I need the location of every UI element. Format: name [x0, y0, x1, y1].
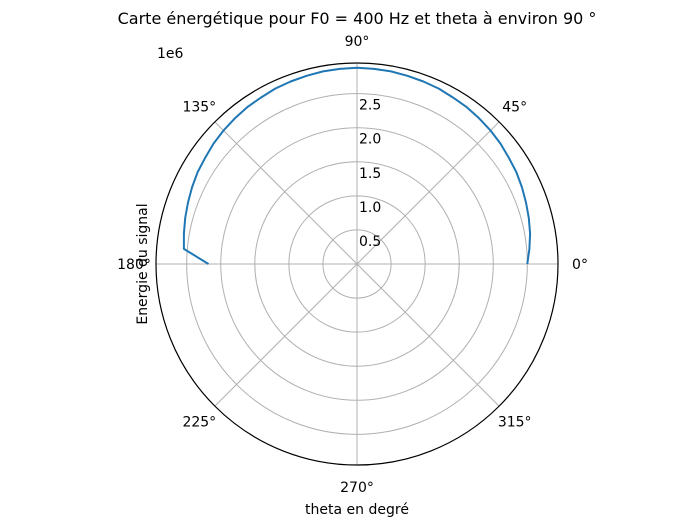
radial-tick-label: 2.0: [359, 132, 381, 148]
y-axis-label: Energie du signal: [135, 203, 151, 324]
polar-frame: [155, 62, 559, 466]
angular-gridline: [356, 121, 500, 265]
angular-tick-label: 180°: [117, 257, 151, 273]
chart-title: Carte énergétique pour F0 = 400 Hz et th…: [118, 9, 597, 28]
radial-tick-label: 0.5: [359, 234, 381, 250]
angular-tick-label: 270°: [340, 480, 374, 496]
x-axis-label: theta en degré: [305, 502, 409, 518]
series-layer: [182, 66, 532, 265]
polar-grid: [156, 63, 558, 465]
angular-tick-label: 0°: [572, 257, 588, 273]
angular-gridline: [214, 263, 358, 407]
angular-gridline: [214, 121, 358, 265]
angular-tick-label: 135°: [182, 99, 216, 115]
tick-labels: 0° 45° 90° 135° 180° 225° 270° 315° 0.5 1.0 1.5 2.0…: [117, 34, 588, 496]
angular-tick-label: 45°: [502, 99, 527, 115]
series-line: [182, 66, 532, 265]
angular-tick-label: 315°: [498, 415, 532, 431]
radial-tick-label: 2.5: [359, 98, 381, 114]
radial-offset-label: 1e6: [157, 46, 184, 62]
angular-tick-label: 225°: [182, 415, 216, 431]
radial-tick-label: 1.0: [359, 200, 381, 216]
angular-tick-label: 90°: [345, 34, 370, 50]
angular-gridline: [356, 263, 500, 407]
radial-tick-label: 1.5: [359, 166, 381, 182]
